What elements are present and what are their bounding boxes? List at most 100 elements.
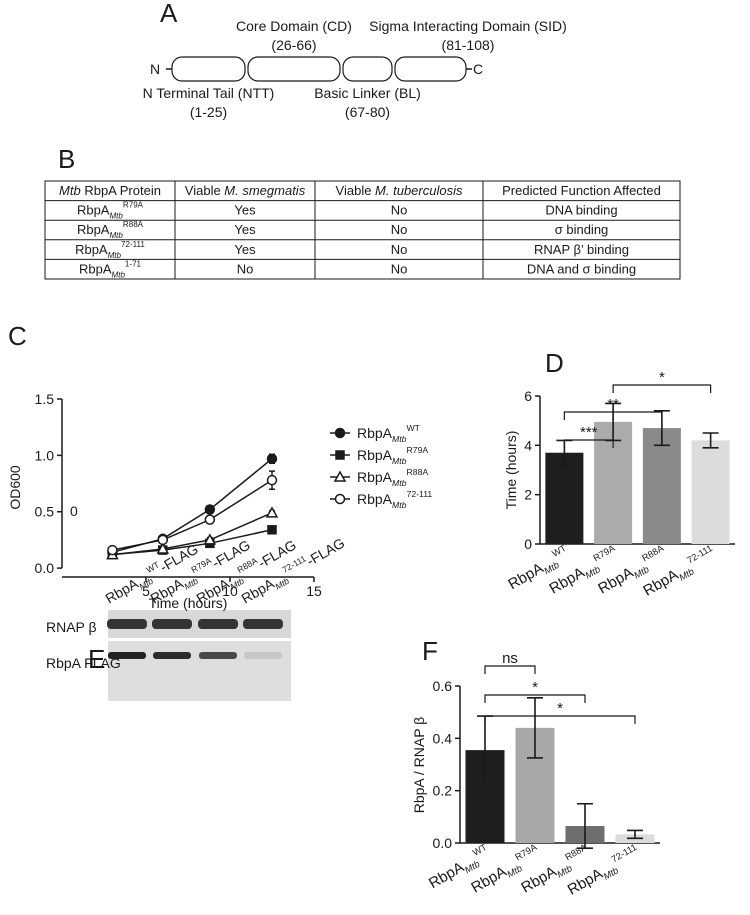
marker bbox=[203, 533, 217, 545]
domain-range: (1-25) bbox=[190, 104, 227, 120]
label-subscript: Mtb bbox=[392, 500, 407, 510]
band bbox=[152, 619, 192, 629]
bar bbox=[691, 440, 730, 544]
band bbox=[199, 652, 237, 659]
blot-row-label: RNAP β bbox=[46, 619, 97, 635]
significance-bracket bbox=[484, 715, 636, 724]
legend-label: RbpAMtbR79A bbox=[357, 445, 428, 466]
blot-row-label: RbpA FLAG bbox=[46, 655, 121, 671]
domain-name: N Terminal Tail (NTT) bbox=[143, 85, 275, 101]
label-subscript: Mtb bbox=[505, 863, 523, 879]
y-axis-label: OD600 bbox=[7, 465, 23, 510]
table-cell: No bbox=[237, 261, 254, 276]
header-part: Viable bbox=[336, 183, 376, 198]
significance-bracket bbox=[563, 411, 663, 420]
label-subscript: Mtb bbox=[108, 251, 122, 260]
table-cell: Yes bbox=[234, 222, 256, 237]
table-border bbox=[44, 180, 681, 280]
legend-label: RbpAMtbR88A bbox=[357, 467, 428, 488]
marker bbox=[107, 544, 118, 556]
annotation: 0 bbox=[70, 503, 78, 519]
protein-label: RbpAMtb 72-111 bbox=[75, 240, 145, 260]
y-tick-label: 0.0 bbox=[35, 560, 55, 576]
label-base: RbpA bbox=[357, 425, 393, 441]
label-superscript: R79A bbox=[591, 543, 617, 564]
y-tick-label: 4 bbox=[524, 437, 532, 453]
table-cell: DNA binding bbox=[545, 203, 617, 218]
y-axis-label: Time (hours) bbox=[503, 431, 519, 510]
label-base: RbpA bbox=[426, 859, 467, 892]
significance-bracket bbox=[484, 694, 586, 703]
label-suffix: -FLAG bbox=[304, 535, 348, 569]
significance-bracket bbox=[612, 384, 712, 393]
label-superscript: WT bbox=[550, 543, 568, 559]
label-subscript: Mtb bbox=[584, 564, 602, 580]
series-line bbox=[112, 479, 273, 551]
domain-box bbox=[342, 56, 393, 82]
label-subscript: Mtb bbox=[555, 863, 573, 879]
label-subscript: Mtb bbox=[182, 576, 200, 592]
label-subscript: Mtb bbox=[677, 566, 695, 582]
domain-name: Sigma Interacting Domain (SID) bbox=[369, 18, 567, 34]
marker bbox=[204, 514, 216, 525]
y-tick-label: 2 bbox=[524, 487, 532, 503]
marker bbox=[156, 542, 170, 554]
band bbox=[244, 652, 282, 659]
band bbox=[198, 619, 238, 629]
significance-label: ns bbox=[502, 650, 518, 667]
label-base: RbpA bbox=[79, 261, 112, 276]
significance-bracket bbox=[563, 439, 614, 448]
label-subscript: Mtb bbox=[392, 478, 407, 488]
series-line bbox=[112, 512, 273, 556]
significance-label: ** bbox=[607, 396, 619, 413]
marker bbox=[265, 506, 279, 518]
marker bbox=[267, 525, 277, 535]
label-superscript: R88A bbox=[123, 220, 144, 229]
label-superscript: R79A bbox=[123, 201, 144, 210]
table-header: Viable M. smegmatis bbox=[185, 183, 306, 198]
label-subscript: Mtb bbox=[112, 270, 126, 279]
label-subscript: Mtb bbox=[109, 212, 123, 221]
label-base: RbpA bbox=[357, 469, 393, 485]
domain-range: (26-66) bbox=[271, 37, 316, 53]
label-subscript: Mtb bbox=[542, 560, 560, 576]
panel-label: E bbox=[88, 644, 105, 674]
blot-flag bbox=[108, 641, 291, 701]
y-tick-label: 0.5 bbox=[35, 504, 55, 520]
significance-label: * bbox=[659, 369, 665, 386]
header-part: M. tuberculosis bbox=[375, 183, 463, 198]
panel-label: D bbox=[545, 348, 564, 378]
table-header: Viable M. tuberculosis bbox=[336, 183, 463, 198]
label-subscript: Mtb bbox=[392, 434, 407, 444]
label-base: RbpA bbox=[77, 222, 110, 237]
y-tick-label: 0.0 bbox=[433, 835, 453, 851]
header-part: Mtb bbox=[59, 183, 81, 198]
y-axis-label: RbpA / RNAP β bbox=[411, 717, 427, 814]
label-superscript: WT bbox=[407, 423, 421, 433]
y-tick-label: 0.2 bbox=[433, 783, 453, 799]
x-tick-label: 15 bbox=[306, 583, 322, 599]
y-tick-label: 0.6 bbox=[433, 678, 453, 694]
label-subscript: Mtb bbox=[109, 231, 123, 240]
label-subscript: Mtb bbox=[392, 456, 407, 466]
table-cell: σ binding bbox=[555, 222, 609, 237]
significance-label: * bbox=[532, 679, 538, 696]
protein-label: RbpAMtbR88A bbox=[77, 220, 144, 240]
label-base: RbpA bbox=[75, 242, 108, 257]
label-superscript: R79A bbox=[407, 445, 429, 455]
legend-label: RbpAMtbWT bbox=[357, 423, 421, 444]
label-subscript: Mtb bbox=[632, 564, 650, 580]
band bbox=[108, 652, 146, 659]
label-superscript: 72-111 bbox=[121, 240, 145, 249]
label-base: RbpA bbox=[77, 203, 110, 218]
marker bbox=[157, 534, 169, 546]
table-cell: RNAP β’ binding bbox=[534, 242, 629, 257]
label-subscript: Mtb bbox=[602, 865, 620, 881]
protein-label: RbpAMtb 1-71 bbox=[79, 259, 142, 279]
panel-label: B bbox=[58, 144, 75, 174]
label-superscript: 72-111 bbox=[407, 489, 433, 499]
domain-name: Core Domain (CD) bbox=[236, 18, 352, 34]
y-tick-label: 1.0 bbox=[35, 447, 55, 463]
x-tick-label: 5 bbox=[142, 583, 150, 599]
error-bar bbox=[527, 696, 543, 759]
